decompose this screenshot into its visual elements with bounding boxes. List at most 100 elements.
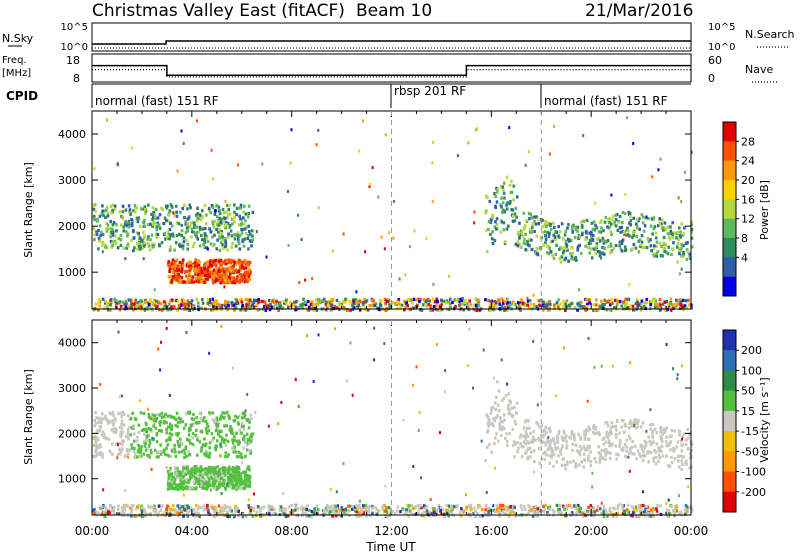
data-cell (603, 448, 606, 452)
data-cell (293, 300, 296, 304)
data-cell (403, 308, 406, 312)
data-cell (174, 454, 178, 458)
data-cell (637, 505, 641, 509)
data-cell (227, 484, 230, 488)
data-cell (601, 236, 605, 240)
data-cell (606, 514, 609, 518)
data-cell (195, 479, 198, 483)
data-cell (105, 227, 108, 231)
data-cell (535, 215, 538, 219)
data-cell (104, 301, 107, 305)
data-cell (172, 267, 176, 271)
data-cell (240, 264, 244, 268)
data-cell (502, 301, 505, 305)
data-cell (565, 246, 568, 250)
data-cell (118, 447, 121, 451)
data-cell (198, 479, 201, 483)
data-cell (148, 298, 152, 302)
data-cell (136, 455, 139, 459)
data-cell (218, 211, 222, 216)
data-cell (214, 262, 217, 266)
data-cell-sparse (331, 249, 334, 253)
data-cell (158, 213, 162, 217)
data-cell (201, 475, 205, 479)
data-cell (636, 217, 639, 222)
data-cell (609, 251, 612, 255)
data-cell (522, 211, 526, 215)
data-cell (247, 247, 250, 251)
data-cell (220, 230, 223, 234)
data-cell (544, 503, 548, 507)
data-cell (227, 260, 230, 264)
data-cell (163, 231, 166, 236)
data-cell (594, 247, 597, 251)
data-cell (132, 302, 136, 306)
data-cell (94, 455, 97, 459)
data-cell (529, 212, 533, 217)
data-cell (250, 229, 254, 233)
data-cell (224, 216, 227, 220)
data-cell (538, 438, 541, 443)
data-cell (628, 437, 632, 441)
data-cell (239, 217, 242, 221)
data-cell (223, 424, 226, 428)
data-cell (247, 224, 250, 228)
data-cell (410, 503, 413, 508)
data-cell-sparse (210, 148, 213, 152)
data-cell (458, 510, 462, 514)
data-cell (216, 470, 219, 474)
data-cell (325, 300, 328, 304)
data-cell (435, 304, 438, 308)
data-cell (230, 482, 233, 486)
data-cell (465, 508, 468, 512)
data-cell (186, 207, 189, 211)
data-cell (196, 261, 199, 265)
data-cell (177, 514, 180, 518)
data-cell (425, 304, 429, 308)
data-cell (585, 512, 589, 516)
data-cell (126, 242, 130, 246)
data-cell (218, 209, 221, 213)
data-cell (613, 223, 616, 227)
data-cell (445, 508, 448, 512)
data-cell (500, 306, 504, 310)
data-cell (251, 238, 254, 242)
data-cell (232, 276, 236, 280)
data-cell (208, 452, 212, 456)
data-cell (349, 308, 352, 312)
data-cell (403, 299, 406, 303)
data-cell (617, 453, 620, 457)
data-cell (516, 441, 519, 445)
data-cell (477, 299, 480, 303)
data-cell (481, 514, 484, 518)
data-cell (97, 300, 101, 304)
data-cell (618, 240, 622, 244)
data-cell (264, 303, 268, 307)
data-cell (182, 514, 185, 518)
data-cell (640, 306, 644, 310)
data-cell (618, 444, 621, 448)
data-cell (143, 224, 147, 228)
data-cell (96, 219, 99, 223)
data-cell (554, 230, 558, 234)
data-cell (120, 414, 124, 419)
data-cell (630, 421, 633, 425)
data-cell (388, 303, 391, 307)
data-cell (673, 302, 677, 307)
data-cell (468, 299, 471, 303)
data-cell (120, 449, 123, 453)
data-cell-sparse (536, 217, 539, 221)
data-cell (501, 185, 505, 189)
data-cell (227, 235, 230, 239)
data-cell (101, 232, 105, 236)
data-cell (502, 209, 506, 213)
data-cell (616, 298, 619, 302)
data-cell (243, 434, 246, 438)
data-cell (660, 244, 663, 249)
data-cell (594, 223, 597, 228)
data-cell (450, 511, 453, 515)
data-cell (139, 304, 142, 309)
data-cell (180, 441, 184, 445)
data-cell (99, 445, 102, 449)
data-cell (571, 251, 574, 255)
